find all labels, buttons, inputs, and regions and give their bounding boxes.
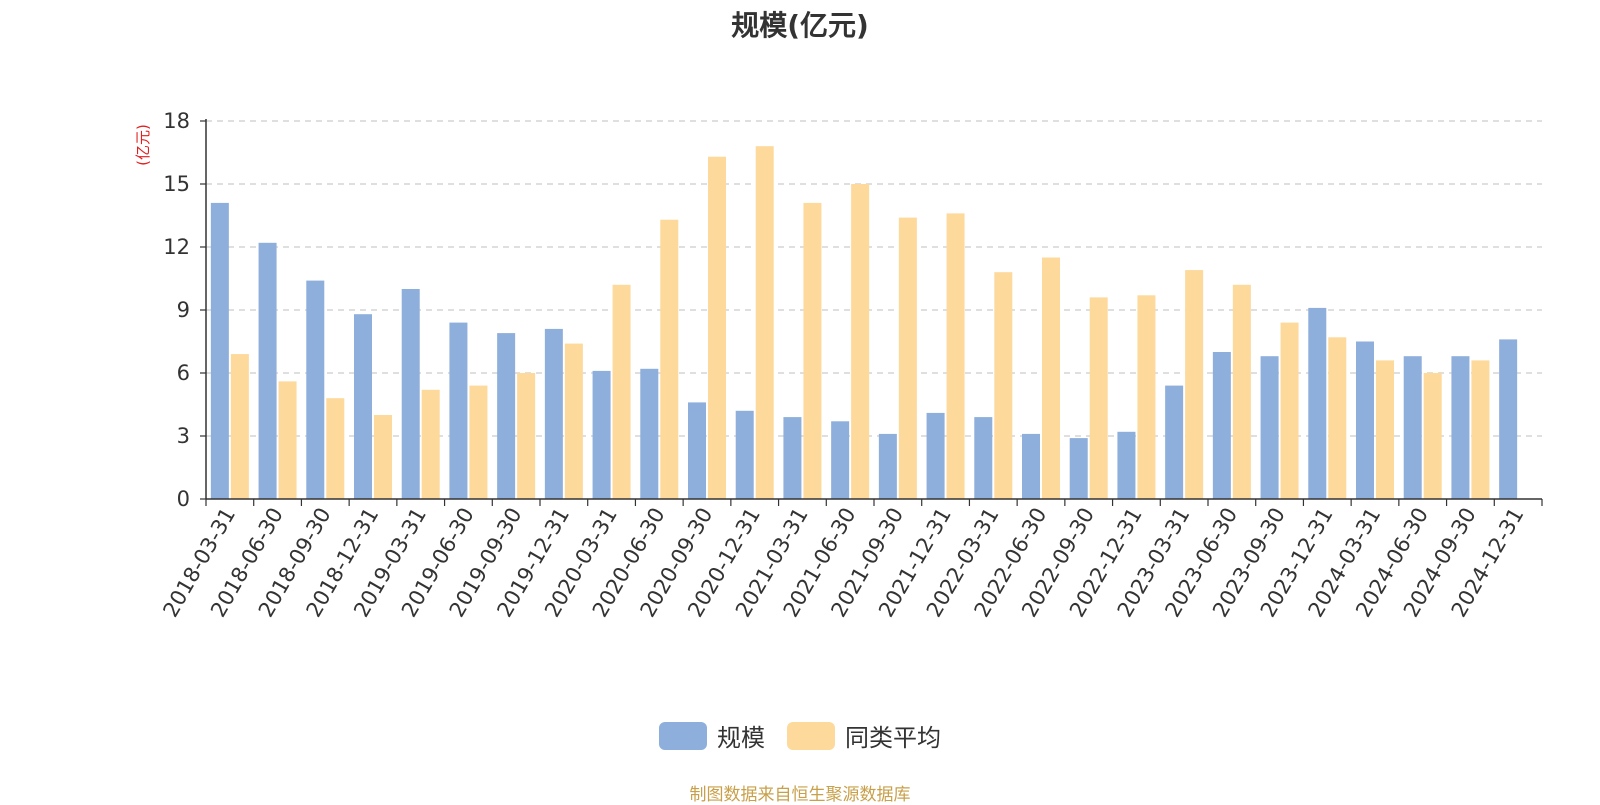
y-axis-label: (亿元) <box>134 124 152 166</box>
bar-peer-average <box>374 415 392 499</box>
bar-scale <box>592 370 611 499</box>
bar-peer-average <box>1280 322 1299 499</box>
bar-scale <box>497 333 516 499</box>
source-note: 制图数据来自恒生聚源数据库 <box>689 785 911 805</box>
bars <box>210 146 1518 500</box>
y-tick-label: 0 <box>177 487 190 511</box>
bar-peer-average <box>994 272 1013 499</box>
bar-scale <box>783 417 802 499</box>
bar-scale <box>640 368 659 499</box>
bar-scale <box>1117 431 1136 499</box>
bar-scale <box>401 289 420 499</box>
legend-item-scale[interactable]: 规模 <box>659 718 765 753</box>
bar-peer-average <box>1232 284 1251 499</box>
bar-scale <box>878 433 897 499</box>
bar-peer-average <box>708 156 726 499</box>
bar-peer-average <box>517 373 536 499</box>
bar-scale <box>210 202 229 499</box>
bar-scale <box>354 314 372 499</box>
bar-peer-average <box>1042 257 1060 499</box>
legend-label-peer-average: 同类平均 <box>845 724 941 752</box>
bar-scale <box>1069 438 1088 499</box>
bar-scale <box>926 412 945 499</box>
bar-peer-average <box>851 184 870 499</box>
y-tick-label: 12 <box>163 235 190 259</box>
bar-peer-average <box>898 217 917 499</box>
legend-item-peer-average[interactable]: 同类平均 <box>787 718 941 753</box>
bar-scale <box>1022 433 1040 499</box>
bar-scale <box>1451 356 1470 499</box>
bar-peer-average <box>612 284 631 499</box>
bar-scale <box>258 242 277 500</box>
bar-scale <box>1403 356 1422 499</box>
y-tick-label: 9 <box>177 298 190 322</box>
bar-peer-average <box>1423 373 1442 499</box>
y-tick-label: 18 <box>163 109 190 133</box>
bar-peer-average <box>1185 270 1204 499</box>
bar-scale <box>688 402 706 499</box>
bar-peer-average <box>1089 297 1108 499</box>
bar-peer-average <box>660 219 679 499</box>
legend-swatch-peer-average <box>787 721 835 750</box>
bar-peer-average <box>230 354 249 499</box>
bar-peer-average <box>1328 337 1347 499</box>
chart-title: 规模(亿元) <box>731 9 869 42</box>
bar-scale <box>1308 307 1327 499</box>
legend: 规模 同类平均 <box>0 718 1600 753</box>
legend-label-scale: 规模 <box>717 724 765 752</box>
bar-scale <box>1260 356 1279 499</box>
bar-peer-average <box>1471 360 1490 499</box>
bar-scale <box>449 322 468 499</box>
bar-peer-average <box>278 381 297 499</box>
bar-scale <box>831 421 850 499</box>
bar-scale <box>306 280 325 499</box>
legend-swatch-scale <box>659 721 707 750</box>
bar-scale <box>544 328 563 499</box>
bar-scale <box>974 417 993 499</box>
bar-peer-average <box>755 146 774 499</box>
bar-scale <box>1212 352 1231 499</box>
bar-peer-average <box>946 213 965 499</box>
y-tick-label: 3 <box>177 424 190 448</box>
bar-peer-average <box>803 202 822 499</box>
bar-scale <box>1356 341 1374 499</box>
bar-peer-average <box>326 398 345 499</box>
y-tick-label: 6 <box>177 361 190 385</box>
bar-peer-average <box>469 385 488 499</box>
bar-peer-average <box>1137 295 1156 499</box>
bar-scale <box>735 410 754 499</box>
bar-peer-average <box>1376 360 1394 499</box>
bar-peer-average <box>421 389 440 499</box>
bar-scale <box>1165 385 1184 499</box>
bar-peer-average <box>564 343 583 499</box>
bar-scale <box>1499 339 1518 499</box>
y-tick-label: 15 <box>163 172 190 196</box>
